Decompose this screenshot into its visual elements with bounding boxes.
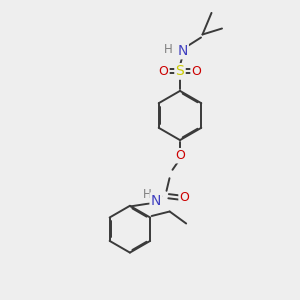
Text: O: O (192, 65, 201, 78)
Text: H: H (164, 43, 173, 56)
Text: H: H (142, 188, 152, 201)
Text: N: N (177, 44, 188, 58)
Text: O: O (159, 65, 168, 78)
Text: S: S (176, 64, 184, 78)
Text: O: O (180, 191, 189, 204)
Text: N: N (151, 194, 161, 208)
Text: O: O (175, 149, 185, 162)
